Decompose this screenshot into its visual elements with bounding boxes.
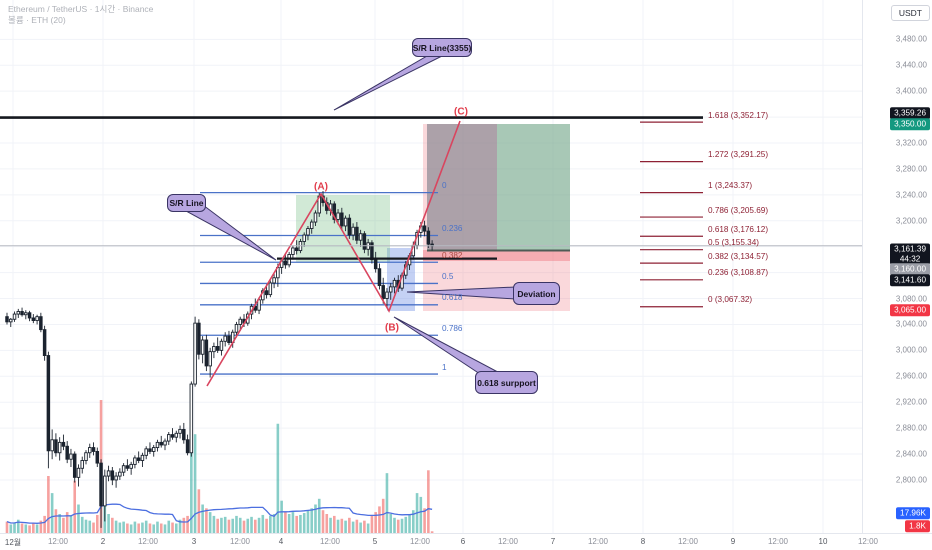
zigzag-layer bbox=[206, 120, 461, 387]
time-axis-label: 12:00 bbox=[857, 537, 879, 546]
price-axis-label: 2,920.00 bbox=[895, 397, 927, 407]
price-axis-label: 3,440.00 bbox=[895, 60, 927, 70]
time-axis-label: 6 bbox=[460, 537, 466, 546]
candles-layer bbox=[5, 190, 434, 528]
price-axis-label: 3,480.00 bbox=[895, 34, 927, 44]
time-axis-label: 12월 bbox=[4, 538, 22, 547]
time-axis-label: 12:00 bbox=[677, 537, 699, 546]
time-axis-label: 12:00 bbox=[767, 537, 789, 546]
price-axis-label: 3,320.00 bbox=[895, 138, 927, 148]
price-axis-label: 3,200.00 bbox=[895, 216, 927, 226]
callout-support[interactable]: 0.618 surpport bbox=[475, 371, 538, 394]
abc-zigzag-trendline[interactable] bbox=[206, 120, 461, 387]
price-chart-pane[interactable]: Ethereum / TetherUS · 1시간 · Binance 볼륨 ·… bbox=[0, 0, 862, 533]
volume-badge: 1.8K bbox=[905, 520, 930, 532]
price-axis-label: 2,800.00 bbox=[895, 475, 927, 485]
time-axis[interactable]: 12월 12:00 2 12:00 3 12:00 4 12:00 5 12:00 6 12:00 7 1… bbox=[0, 533, 932, 550]
callout-tail-sr bbox=[184, 204, 277, 261]
volume-ma-line bbox=[6, 503, 433, 524]
time-axis-label: 12:00 bbox=[587, 537, 609, 546]
price-badge: 3,065.00 bbox=[890, 304, 930, 316]
price-badge: 3,350.00 bbox=[890, 118, 930, 130]
time-axis-label: 12:00 bbox=[229, 537, 251, 546]
volume-legend: 볼륨 · ETH (20) bbox=[8, 15, 66, 25]
price-axis-label: 3,240.00 bbox=[895, 190, 927, 200]
price-badge: 3,161.39 44:32 bbox=[890, 243, 930, 265]
price-badge: 3,359.26 bbox=[890, 107, 930, 119]
fib-retracement-layer bbox=[200, 192, 438, 375]
symbol-legend: Ethereum / TetherUS · 1시간 · Binance bbox=[8, 4, 154, 14]
time-axis-label: 12:00 bbox=[319, 537, 341, 546]
projection-box-green[interactable] bbox=[497, 124, 570, 251]
time-axis-label: 5 bbox=[372, 537, 378, 546]
time-axis-label: 10 bbox=[818, 537, 828, 546]
deviation-band-red[interactable] bbox=[423, 250, 570, 261]
projection-box-grey[interactable] bbox=[427, 124, 497, 250]
callout-sr-3355[interactable]: S/R Line(3355) bbox=[412, 38, 472, 57]
time-axis-label: 12:00 bbox=[497, 537, 519, 546]
price-axis-label: 2,880.00 bbox=[895, 423, 927, 433]
price-axis[interactable]: USDT 3,480.00 3,440.00 3,400.00 3,320.00 3,2… bbox=[862, 0, 932, 533]
time-axis-label: 2 bbox=[100, 537, 106, 546]
sr-lines-layer bbox=[0, 116, 703, 260]
fib-extension-layer bbox=[640, 121, 703, 308]
chart-legend: Ethereum / TetherUS · 1시간 · Binance 볼륨 ·… bbox=[8, 4, 153, 26]
callout-tail-support bbox=[393, 316, 498, 375]
volume-layer bbox=[5, 400, 434, 533]
callout-tails-layer bbox=[184, 54, 516, 375]
price-axis-label: 3,280.00 bbox=[895, 164, 927, 174]
time-axis-label: 4 bbox=[278, 537, 284, 546]
price-axis-label: 3,000.00 bbox=[895, 345, 927, 355]
price-axis-label: 2,840.00 bbox=[895, 449, 927, 459]
callout-tail-sr-3355 bbox=[333, 54, 445, 111]
time-axis-label: 12:00 bbox=[137, 537, 159, 546]
price-axis-label: 3,400.00 bbox=[895, 86, 927, 96]
price-axis-label: 3,040.00 bbox=[895, 319, 927, 329]
time-axis-label: 12:00 bbox=[409, 537, 431, 546]
price-badge: 3,141.60 bbox=[890, 274, 930, 286]
volume-badge: 17.96K bbox=[896, 507, 930, 519]
price-axis-label: 3,080.00 bbox=[895, 294, 927, 304]
callout-deviation[interactable]: Deviation bbox=[513, 282, 560, 305]
time-axis-label: 12:00 bbox=[47, 537, 69, 546]
time-axis-label: 3 bbox=[191, 537, 197, 546]
grid-layer bbox=[0, 0, 862, 533]
price-badge: 3,160.00 bbox=[890, 263, 930, 275]
time-axis-label: 8 bbox=[640, 537, 646, 546]
currency-toggle-button[interactable]: USDT bbox=[890, 5, 930, 21]
time-axis-label: 9 bbox=[730, 537, 736, 546]
callout-sr[interactable]: S/R Line bbox=[167, 194, 206, 212]
price-axis-label: 2,960.00 bbox=[895, 371, 927, 381]
time-axis-label: 7 bbox=[550, 537, 556, 546]
